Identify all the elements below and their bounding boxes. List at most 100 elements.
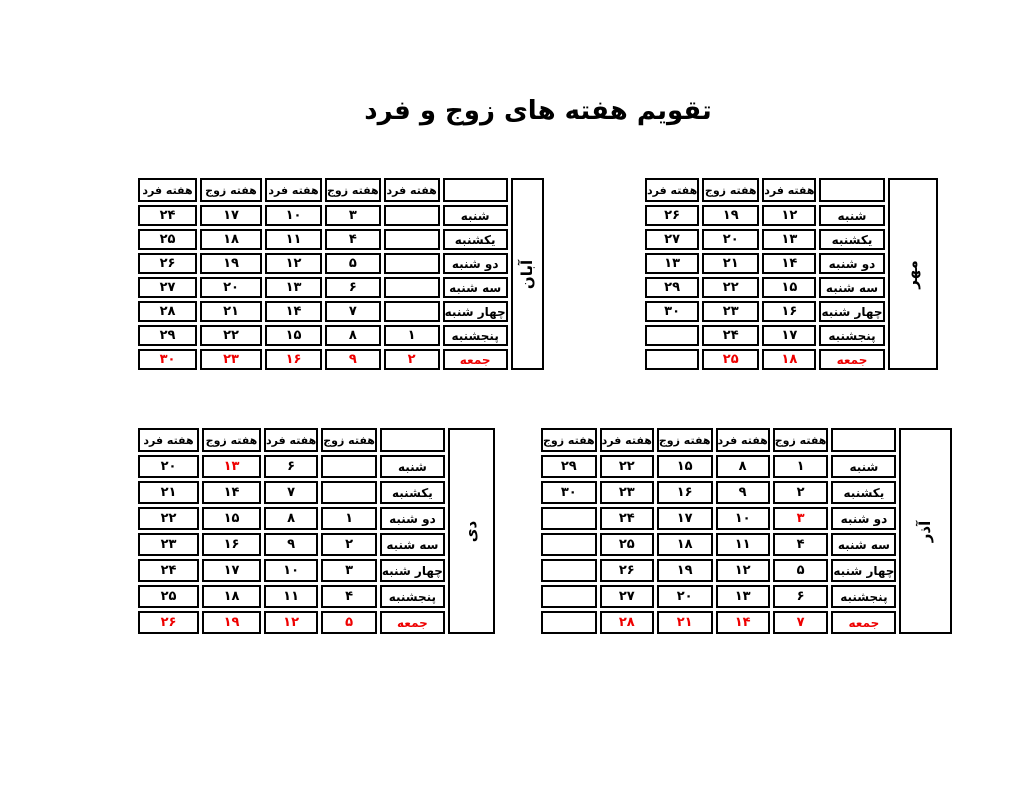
date-cell: ۲۶ [645,205,700,226]
day-name-cell: پنجشنبه [379,585,445,608]
week-type-header: هفته زوج [321,428,377,452]
date-cell: ۱۸ [202,585,261,608]
empty-date-cell [541,559,597,582]
day-name-cell: چهار شنبه [442,301,508,322]
date-cell: ۱ [321,507,377,530]
date-cell: ۶ [264,455,319,478]
date-cell: ۲۳ [138,533,199,556]
date-cell: ۱ [383,325,440,346]
empty-date-cell [645,349,700,370]
date-cell: ۲۱ [656,611,713,634]
day-name-cell: چهار شنبه [819,301,885,322]
date-cell: ۷ [264,481,319,504]
day-name-cell: دو شنبه [379,507,445,530]
empty-date-cell [541,611,597,634]
date-cell: ۱۵ [202,507,261,530]
empty-date-cell [321,481,377,504]
date-cell: ۲ [772,481,829,504]
date-cell: ۲۶ [599,559,654,582]
date-cell: ۱۲ [265,253,322,274]
day-name-cell: شنبه [831,455,897,478]
date-cell: ۳ [325,205,381,226]
day-name-cell: یکشنبه [831,481,897,504]
day-column-header [819,178,885,202]
day-name-cell: جمعه [831,611,897,634]
date-cell: ۱۹ [200,253,262,274]
date-cell: ۱۰ [264,559,319,582]
date-cell: ۲۴ [702,325,760,346]
empty-date-cell [383,229,440,250]
date-cell: ۲۲ [599,455,654,478]
month-label: آبان [517,259,536,290]
month-calendar-table: آبان هفته فرد هفته زوج هفته فرد هفته زوج هفته… [135,175,547,373]
date-cell: ۲۶ [138,253,197,274]
date-cell: ۲۳ [200,349,262,370]
date-cell: ۱۸ [200,229,262,250]
date-cell: ۶ [772,585,829,608]
date-cell: ۱۴ [715,611,770,634]
empty-date-cell [541,533,597,556]
date-cell: ۱۸ [656,533,713,556]
day-name-cell: پنجشنبه [819,325,885,346]
week-type-header: هفته زوج [702,178,760,202]
day-name-cell: دو شنبه [831,507,897,530]
week-type-header: هفته فرد [264,428,319,452]
week-type-header: هفته زوج [325,178,381,202]
date-cell: ۱۲ [264,611,319,634]
calendar-table-mehr: مهر هفته فرد هفته زوج هفته فرد شنبه ۱۲ ۱۹ ۲۶ یکش… [642,175,941,373]
date-cell: ۱۹ [702,205,760,226]
date-cell: ۱۴ [265,301,322,322]
date-cell: ۳۰ [541,481,597,504]
date-cell: ۳۰ [645,301,700,322]
day-column-header [831,428,897,452]
week-type-header: هفته زوج [541,428,597,452]
date-cell: ۲۱ [138,481,199,504]
day-name-cell: جمعه [819,349,885,370]
date-cell: ۳ [772,507,829,530]
date-cell: ۲۹ [138,325,197,346]
week-type-header: هفته زوج [200,178,262,202]
date-cell: ۲۰ [702,229,760,250]
month-band: آبان [510,178,544,370]
date-cell: ۱۰ [715,507,770,530]
month-band: مهر [887,178,938,370]
date-cell: ۷ [772,611,829,634]
date-cell: ۲۹ [645,277,700,298]
date-cell: ۹ [715,481,770,504]
date-cell: ۸ [264,507,319,530]
date-cell: ۲۵ [599,533,654,556]
date-cell: ۲ [383,349,440,370]
date-cell: ۲۸ [138,301,197,322]
day-name-cell: شنبه [379,455,445,478]
date-cell: ۲۷ [138,277,197,298]
date-cell: ۱۵ [656,455,713,478]
date-cell: ۲۲ [138,507,199,530]
date-cell: ۱۷ [200,205,262,226]
empty-date-cell [321,455,377,478]
day-name-cell: سه شنبه [442,277,508,298]
day-name-cell: یکشنبه [379,481,445,504]
date-cell: ۲۹ [541,455,597,478]
empty-date-cell [541,507,597,530]
empty-date-cell [383,301,440,322]
month-label: آذر [916,520,935,543]
date-cell: ۸ [325,325,381,346]
day-name-cell: شنبه [819,205,885,226]
date-cell: ۱۲ [715,559,770,582]
date-cell: ۱۳ [265,277,322,298]
week-type-header: هفته فرد [383,178,440,202]
date-cell: ۲ [321,533,377,556]
date-cell: ۲۵ [138,585,199,608]
date-cell: ۲۳ [599,481,654,504]
month-band: دی [447,428,495,634]
empty-date-cell [645,325,700,346]
date-cell: ۱۲ [762,205,817,226]
date-cell: ۲۸ [599,611,654,634]
empty-date-cell [383,205,440,226]
day-name-cell: جمعه [379,611,445,634]
calendar-table-dey: دی هفته زوج هفته فرد هفته زوج هفته فرد شنبه ۶ ۱… [135,425,498,637]
day-name-cell: پنجشنبه [831,585,897,608]
date-cell: ۱۳ [762,229,817,250]
day-name-cell: دو شنبه [819,253,885,274]
